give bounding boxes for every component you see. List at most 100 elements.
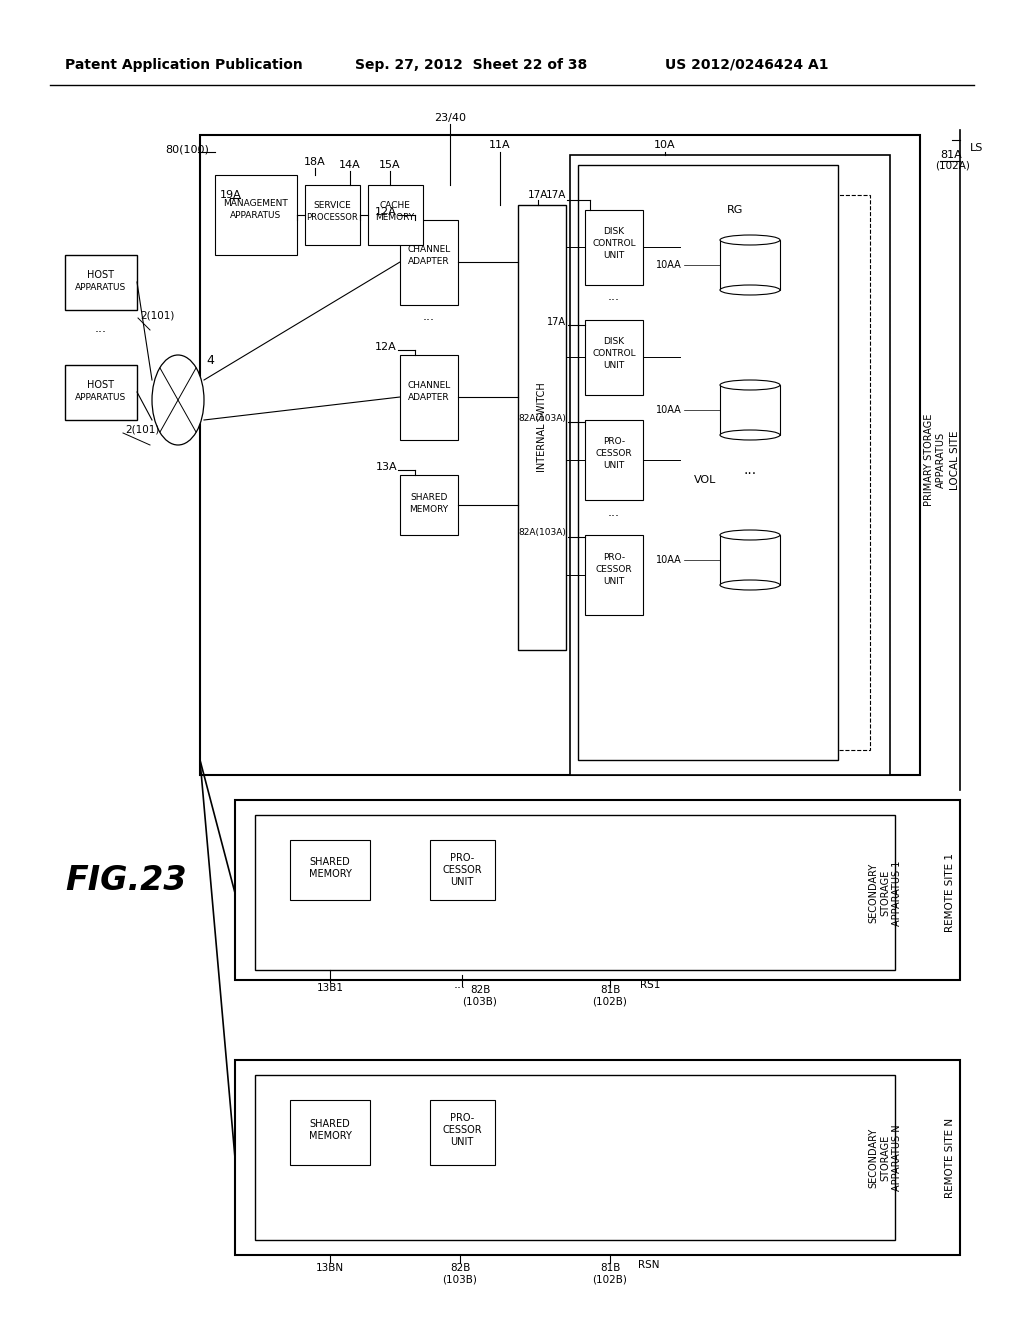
Text: PRO-: PRO- <box>450 853 474 863</box>
Text: CACHE: CACHE <box>380 201 411 210</box>
Text: 12A: 12A <box>375 342 397 352</box>
Text: FIG.23: FIG.23 <box>65 863 186 896</box>
Ellipse shape <box>720 380 780 389</box>
Bar <box>234 1060 961 1255</box>
Text: SHARED: SHARED <box>309 857 350 867</box>
Bar <box>578 165 838 760</box>
Text: 10AA: 10AA <box>656 405 682 414</box>
Bar <box>585 319 643 395</box>
Text: HOST: HOST <box>87 271 115 280</box>
Bar <box>255 814 895 970</box>
Text: 17A: 17A <box>527 190 548 201</box>
Text: PROCESSOR: PROCESSOR <box>306 213 357 222</box>
Text: ...: ... <box>608 290 620 304</box>
Text: 82B: 82B <box>470 985 490 995</box>
Text: (103B): (103B) <box>442 1275 477 1284</box>
Text: UNIT: UNIT <box>603 462 625 470</box>
Text: 10AA: 10AA <box>656 260 682 271</box>
Ellipse shape <box>720 235 780 246</box>
Text: CESSOR: CESSOR <box>442 865 482 875</box>
Bar <box>290 1100 370 1166</box>
Bar <box>720 385 780 436</box>
Text: REMOTE SITE N: REMOTE SITE N <box>945 1118 955 1199</box>
Bar <box>400 475 458 535</box>
Text: APPARATUS: APPARATUS <box>76 284 127 293</box>
Text: RSN: RSN <box>638 1261 659 1270</box>
Text: CHANNEL: CHANNEL <box>408 246 451 255</box>
Text: Patent Application Publication: Patent Application Publication <box>65 58 303 73</box>
Text: 18A: 18A <box>304 157 326 168</box>
Text: 10A: 10A <box>654 140 676 150</box>
Text: DISK: DISK <box>603 227 625 236</box>
Text: HOST: HOST <box>87 380 115 389</box>
Text: RS1: RS1 <box>640 979 660 990</box>
Bar <box>234 800 961 979</box>
Ellipse shape <box>720 579 780 590</box>
Text: 10AA: 10AA <box>656 554 682 565</box>
Bar <box>65 255 137 310</box>
Text: 82B: 82B <box>450 1263 470 1272</box>
Text: 13B1: 13B1 <box>316 983 343 993</box>
Bar <box>720 240 780 290</box>
Text: ...: ... <box>423 310 435 323</box>
Text: 13A: 13A <box>376 462 397 473</box>
Bar <box>430 840 495 900</box>
Text: CESSOR: CESSOR <box>596 450 632 458</box>
Text: 81B: 81B <box>600 985 621 995</box>
Text: PRIMARY STORAGE
APPARATUS: PRIMARY STORAGE APPARATUS <box>925 413 946 506</box>
Bar <box>255 1074 895 1239</box>
Text: 82A(103A): 82A(103A) <box>518 528 566 537</box>
Bar <box>585 535 643 615</box>
Text: PRO-: PRO- <box>450 1113 474 1123</box>
Bar <box>585 210 643 285</box>
Text: 11A: 11A <box>489 140 511 150</box>
Text: SHARED: SHARED <box>309 1119 350 1129</box>
Bar <box>400 355 458 440</box>
Bar <box>518 205 566 649</box>
Bar <box>585 420 643 500</box>
Ellipse shape <box>152 355 204 445</box>
Bar <box>290 840 370 900</box>
Text: MEMORY: MEMORY <box>376 213 415 222</box>
Text: CONTROL: CONTROL <box>592 239 636 248</box>
Text: 81B: 81B <box>600 1263 621 1272</box>
Text: SHARED: SHARED <box>411 492 447 502</box>
Text: 17A: 17A <box>546 190 566 201</box>
Ellipse shape <box>720 430 780 440</box>
Text: DISK: DISK <box>603 338 625 346</box>
Text: (102A): (102A) <box>935 160 970 170</box>
Text: 23/40: 23/40 <box>434 114 466 123</box>
Text: 81A: 81A <box>940 150 962 160</box>
Text: Sep. 27, 2012  Sheet 22 of 38: Sep. 27, 2012 Sheet 22 of 38 <box>355 58 587 73</box>
Text: LS: LS <box>970 143 983 153</box>
Bar <box>680 195 870 750</box>
Ellipse shape <box>720 285 780 294</box>
Text: ADAPTER: ADAPTER <box>409 257 450 267</box>
Text: 17A: 17A <box>547 317 566 327</box>
Text: MEMORY: MEMORY <box>308 1131 351 1140</box>
Text: UNIT: UNIT <box>451 876 474 887</box>
Text: APPARATUS: APPARATUS <box>230 210 282 219</box>
Bar <box>200 135 920 775</box>
Text: CHANNEL: CHANNEL <box>408 380 451 389</box>
Text: 80(100): 80(100) <box>165 145 209 154</box>
Text: MEMORY: MEMORY <box>308 869 351 879</box>
Text: 82A(103A): 82A(103A) <box>518 413 566 422</box>
Bar <box>65 366 137 420</box>
Ellipse shape <box>720 531 780 540</box>
Text: VOL: VOL <box>694 475 716 484</box>
Text: UNIT: UNIT <box>603 362 625 371</box>
Bar <box>215 176 297 255</box>
Bar <box>430 1100 495 1166</box>
Text: PRO-: PRO- <box>603 437 625 446</box>
Text: CESSOR: CESSOR <box>596 565 632 573</box>
Text: UNIT: UNIT <box>451 1137 474 1147</box>
Text: 15A: 15A <box>379 160 400 170</box>
Text: (103B): (103B) <box>463 997 498 1007</box>
Bar <box>305 185 360 246</box>
Text: MEMORY: MEMORY <box>410 504 449 513</box>
Text: ...: ... <box>608 506 620 519</box>
Text: SERVICE: SERVICE <box>313 201 351 210</box>
Text: ...: ... <box>95 322 106 334</box>
Text: SECONDARY
STORAGE
APPARATUS N: SECONDARY STORAGE APPARATUS N <box>868 1125 901 1192</box>
